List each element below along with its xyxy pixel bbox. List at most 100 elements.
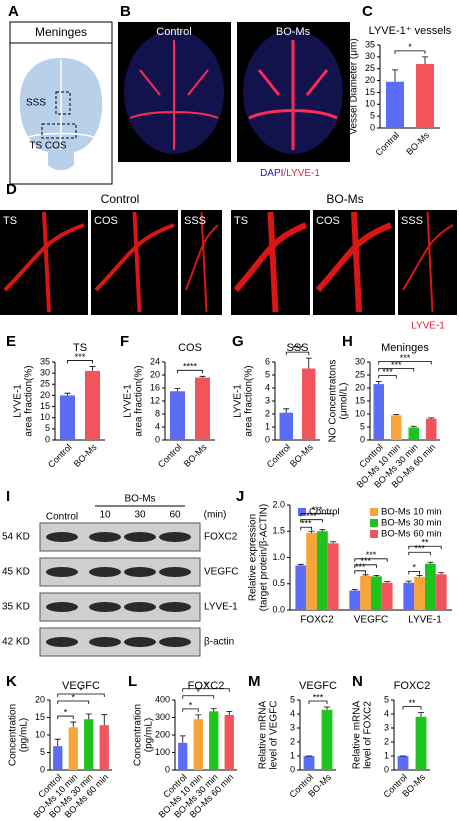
sig-bracket	[300, 526, 312, 531]
legend-label: Control	[309, 507, 340, 518]
lane-label: Control	[46, 512, 78, 523]
blot-band	[159, 637, 191, 647]
error-bar	[283, 408, 290, 413]
panel-b: Control BO-Ms DAPI/LYVE-1	[118, 22, 350, 179]
sss-box	[55, 91, 71, 115]
panel-letter: K	[6, 673, 17, 690]
blot-band	[46, 567, 78, 577]
y-tick-label: 10	[40, 412, 50, 422]
sig-label: *	[408, 42, 412, 52]
y-tick-label: 2	[265, 408, 270, 418]
y-tick-label: 35	[365, 39, 375, 49]
group-label: Control	[101, 192, 140, 206]
y-axis-label: LYVE-1	[13, 384, 24, 418]
error-bar	[393, 414, 400, 416]
sig-bracket	[378, 375, 397, 379]
sig-bracket	[378, 361, 432, 365]
error-bar	[422, 56, 428, 64]
bar	[426, 418, 437, 440]
y-tick-label: 20	[355, 382, 365, 392]
diagram-label: SSS	[26, 98, 46, 109]
image-label: COS	[316, 215, 340, 227]
vessel	[402, 211, 454, 313]
y-tick-label: 0	[265, 434, 270, 444]
sig-label: ***	[306, 511, 317, 521]
y-tick-label: 5	[290, 694, 295, 704]
bar	[435, 574, 447, 610]
error-bar	[375, 381, 382, 385]
x-tick-label: Control	[156, 442, 184, 470]
legend-label: BO-Ms 60 min	[381, 529, 442, 540]
blot-band	[159, 602, 191, 612]
panel-a: Meninges SSS TS COS	[9, 21, 113, 185]
y-tick-label: 8	[155, 408, 160, 418]
bar	[295, 565, 307, 610]
x-tick-label: BO-Ms	[72, 442, 99, 469]
y-tick-label: 0	[384, 764, 389, 774]
blot-band	[46, 637, 78, 647]
x-tick-label: Control	[265, 442, 293, 470]
error-bar	[418, 712, 424, 717]
chart-title: SSS	[286, 342, 308, 354]
blot-band	[46, 602, 78, 612]
sig-bracket	[402, 706, 422, 710]
y-axis-label: (pg/mL)	[19, 718, 30, 752]
sig-bracket	[182, 688, 230, 692]
bar	[416, 63, 434, 128]
y-axis-label: NO Concentratons	[328, 360, 339, 443]
y-tick-label: 25	[365, 63, 375, 73]
sig-bracket	[408, 551, 431, 556]
y-tick-label: 1.5	[272, 526, 285, 536]
y-tick-label: 300	[155, 712, 170, 722]
y-axis-label: Relative mRNA	[352, 701, 363, 770]
image-label: TS	[234, 215, 248, 227]
bar	[414, 576, 425, 610]
sig-label: *	[189, 700, 193, 710]
error-bar	[405, 580, 412, 583]
y-tick-label: 5	[384, 694, 389, 704]
y-tick-label: 12	[150, 395, 160, 405]
y-tick-label: 5	[40, 747, 45, 757]
bar	[403, 582, 415, 610]
sig-bracket	[57, 693, 105, 697]
bar	[279, 412, 293, 440]
error-bar	[70, 721, 77, 728]
bar	[317, 531, 328, 610]
sig-label: ***	[75, 352, 86, 362]
blot: 54 KD FOXC2 45 KD VEGFC 35 KD LYVE-1 42 KD β-ac…	[2, 522, 238, 657]
sig-label: *	[71, 692, 75, 702]
x-tick-label: BO-Ms	[288, 442, 315, 469]
image-label: SSS	[184, 215, 206, 227]
error-bar	[392, 69, 398, 82]
error-bar	[54, 738, 61, 747]
y-tick-label: 0	[370, 122, 375, 132]
legend-swatch	[370, 508, 378, 516]
x-tick-label: LYVE-1	[408, 615, 442, 626]
bar	[85, 370, 100, 440]
panel-letter: L	[128, 673, 137, 690]
x-tick-label: Control	[46, 442, 74, 470]
y-tick-label: 15	[35, 712, 45, 722]
sig-label: *	[204, 680, 208, 690]
sig-bracket	[300, 513, 334, 517]
chart-title: VEGFC	[299, 680, 337, 692]
blot-band	[124, 637, 156, 647]
sig-label: ***	[382, 367, 393, 377]
bar	[391, 415, 402, 440]
bar	[209, 711, 219, 770]
y-tick-label: 24	[150, 356, 160, 366]
error-bar	[427, 561, 434, 564]
size-label: 35 KD	[2, 602, 30, 613]
y-axis-label: (pg/mL)	[144, 718, 155, 752]
legend-swatch	[298, 508, 306, 516]
y-tick-label: 5	[45, 423, 50, 433]
chart-title: TS	[73, 342, 87, 354]
sig-bracket	[308, 700, 328, 704]
panel-letter: F	[120, 333, 129, 350]
panel-d: Control BO-Ms TS COS SSS TS COS SSS LYVE-1	[0, 192, 457, 332]
y-tick-label: 5	[360, 421, 365, 431]
sig-label: **	[421, 538, 429, 548]
y-tick-label: 0	[360, 434, 365, 444]
unit-label: (min)	[204, 510, 227, 521]
blot-band	[89, 532, 121, 542]
